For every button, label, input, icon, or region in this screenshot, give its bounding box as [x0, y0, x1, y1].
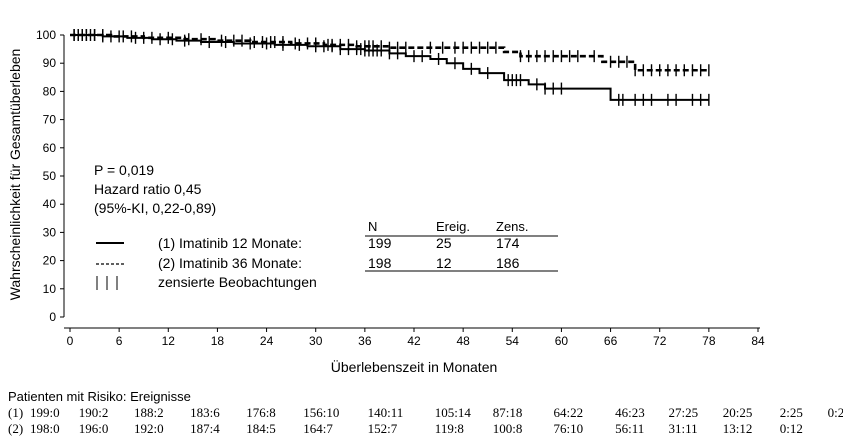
- risk-cell: 20:25: [722, 405, 753, 420]
- risk-cell: 0:12: [779, 421, 803, 436]
- x-tick-label: 42: [407, 334, 421, 348]
- risk-cell: 140:11: [367, 405, 404, 420]
- legend-header-censored: Zens.: [496, 219, 529, 234]
- risk-cell: 100:8: [492, 421, 523, 436]
- x-tick-label: 36: [358, 334, 372, 348]
- legend-header-events: Ereig.: [436, 219, 470, 234]
- risk-cell: 152:7: [367, 421, 398, 436]
- legend-label-censored: zensierte Beobachtungen: [158, 274, 317, 290]
- risk-cell: 0:25: [827, 405, 843, 420]
- risk-cell: 31:11: [668, 421, 698, 436]
- y-tick-label: 100: [36, 28, 56, 42]
- y-tick-label: 0: [49, 310, 56, 324]
- risk-cell: 13:12: [722, 421, 753, 436]
- x-tick-label: 48: [456, 334, 470, 348]
- risk-row-label: (1): [8, 405, 24, 420]
- y-tick-label: 70: [43, 113, 57, 127]
- x-tick-label: 72: [653, 334, 667, 348]
- x-tick-label: 66: [604, 334, 618, 348]
- x-tick-label: 78: [702, 334, 716, 348]
- x-tick-label: 24: [260, 334, 274, 348]
- y-tick-label: 80: [43, 84, 57, 98]
- confidence-interval-text: (95%-KI, 0,22-0,89): [94, 200, 216, 216]
- y-tick-label: 30: [43, 225, 57, 239]
- risk-cell: 192:0: [133, 421, 164, 436]
- legend-censored-arm-2: 186: [496, 255, 520, 271]
- risk-cell: 87:18: [492, 405, 523, 420]
- risk-cell: 198:0: [30, 421, 60, 436]
- risk-cell: 56:11: [615, 421, 645, 436]
- risk-cell: 76:10: [553, 421, 584, 436]
- km-chart: 0 10 20 30 40 50 60 70 80 90 100 0 6 12 18 24 30 36 42 48 54…: [7, 28, 765, 375]
- x-axis-label: Überlebenszeit in Monaten: [331, 358, 498, 375]
- x-tick-label: 12: [162, 334, 176, 348]
- risk-cell: 164:7: [303, 421, 333, 436]
- y-tick-label: 10: [43, 282, 57, 296]
- risk-cell: 119:8: [434, 421, 464, 436]
- survival-curves: [70, 29, 710, 106]
- hazard-ratio-text: Hazard ratio 0,45: [94, 181, 202, 197]
- risk-cell: 190:2: [78, 405, 109, 420]
- risk-cell: 176:8: [246, 405, 276, 420]
- y-tick-label: 50: [43, 169, 57, 183]
- legend: N Ereig. Zens. (1) Imatinib 12 Monate: 1…: [96, 219, 558, 290]
- risk-cell: 46:23: [615, 405, 645, 420]
- legend-label-arm-2: (2) Imatinib 36 Monate:: [158, 255, 302, 271]
- legend-events-arm-1: 25: [436, 235, 452, 251]
- risk-cell: 184:5: [246, 421, 276, 436]
- annotation-block: P = 0,019 Hazard ratio 0,45 (95%-KI, 0,2…: [94, 162, 216, 216]
- risk-cell: 199:0: [30, 405, 60, 420]
- risk-cell: 183:6: [190, 405, 220, 420]
- risk-cell: 2:25: [779, 405, 803, 420]
- risk-table-title: Patienten mit Risiko: Ereignisse: [8, 389, 191, 404]
- x-tick-label: 30: [309, 334, 323, 348]
- x-tick-label: 54: [506, 334, 520, 348]
- x-tick-label: 6: [116, 334, 123, 348]
- risk-row-label: (2): [8, 421, 24, 436]
- legend-events-arm-2: 12: [436, 255, 452, 271]
- legend-n-arm-2: 198: [368, 255, 392, 271]
- axes: 0 10 20 30 40 50 60 70 80 90 100 0 6 12 18 24 30 36 42 48 54…: [7, 28, 765, 375]
- risk-cell: 27:25: [668, 405, 699, 420]
- y-tick-label: 90: [43, 56, 57, 70]
- legend-n-arm-1: 199: [368, 235, 392, 251]
- risk-cell: 187:4: [190, 421, 220, 436]
- risk-cell: 196:0: [78, 421, 109, 436]
- risk-cell: 188:2: [133, 405, 164, 420]
- y-tick-label: 20: [43, 254, 57, 268]
- risk-cell: 105:14: [434, 405, 471, 420]
- x-tick-label: 18: [211, 334, 225, 348]
- p-value-text: P = 0,019: [94, 162, 154, 178]
- legend-censored-arm-1: 174: [496, 235, 520, 251]
- y-tick-label: 60: [43, 141, 57, 155]
- risk-cell: 156:10: [303, 405, 340, 420]
- legend-header-n: N: [368, 219, 377, 234]
- legend-label-arm-1: (1) Imatinib 12 Monate:: [158, 235, 302, 251]
- y-tick-label: 40: [43, 197, 57, 211]
- legend-censor-sample: [96, 276, 118, 290]
- risk-cell: 64:22: [553, 405, 584, 420]
- x-tick-label: 84: [751, 334, 765, 348]
- y-axis-label: Wahrscheinlichkeit für Gesamtüberleben: [7, 49, 23, 301]
- x-tick-label: 0: [67, 334, 74, 348]
- x-tick-label: 60: [555, 334, 569, 348]
